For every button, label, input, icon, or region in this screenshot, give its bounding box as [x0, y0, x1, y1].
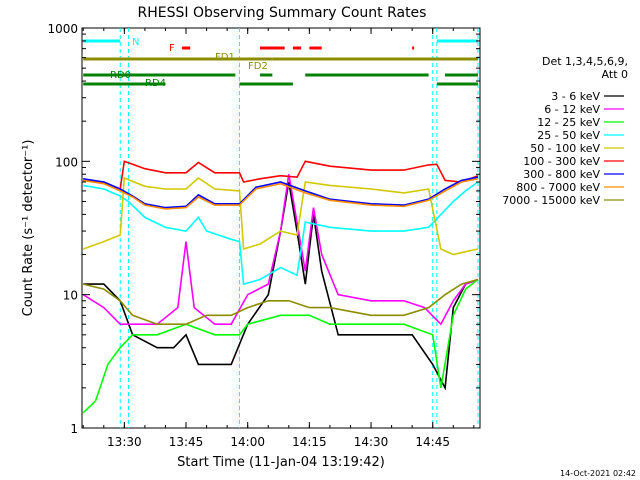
legend-entry-label: 50 - 100 keV: [530, 142, 600, 155]
chart-title: RHESSI Observing Summary Count Rates: [138, 5, 427, 21]
y-tick-label: 100: [55, 155, 78, 169]
x-axis: 13:30 13:45 14:00 14:15 14:30 14:45: [82, 28, 475, 449]
series-line-300-800-keV: [83, 176, 479, 209]
legend-entry-label: 7000 - 15000 keV: [502, 194, 600, 207]
series-line-12-25-keV: [82, 278, 479, 414]
series-line-6-12-keV: [82, 174, 479, 326]
annotation-label-rd0: RD0: [110, 70, 131, 81]
legend-entry-label: 25 - 50 keV: [537, 129, 600, 142]
annotation-label-f: F: [169, 43, 175, 54]
series-line-100-300-keV: [83, 160, 479, 191]
x-tick-label: 14:15: [292, 435, 327, 449]
series-line-3-6-keV: [83, 181, 479, 391]
y-tick-label: 1: [70, 422, 78, 436]
annotation-bars: [83, 39, 478, 86]
x-tick-label: 14:00: [230, 435, 265, 449]
x-tick-label: 13:45: [169, 435, 204, 449]
legend-entry-label: 12 - 25 keV: [537, 116, 600, 129]
x-axis-label: Start Time (11-Jan-04 13:19:42): [177, 455, 385, 470]
legend-entry-label: 6 - 12 keV: [544, 103, 600, 116]
y-tick-label: 1000: [47, 22, 78, 36]
annotation-labels: N F FD1 FD2 RD0 RD4: [110, 37, 268, 89]
legend-header-line: Att 0: [602, 68, 628, 81]
legend-entry-label: 800 - 7000 keV: [516, 181, 600, 194]
annotation-label-fd2: FD2: [248, 61, 268, 72]
series-line-50-100-keV: [82, 176, 479, 256]
legend-entry-label: 300 - 800 keV: [523, 168, 600, 181]
series-layer: [82, 160, 479, 414]
series-line-7000-15000-keV: [83, 278, 479, 326]
y-tick-label: 10: [63, 289, 78, 303]
y-axis-label: Count Rate (s⁻¹ detector⁻¹): [21, 140, 36, 317]
series-line-25-50-keV: [83, 181, 479, 286]
annotation-label-n: N: [132, 37, 139, 48]
legend-entry-label: 100 - 300 keV: [523, 155, 600, 168]
generation-timestamp: 14-Oct-2021 02:42: [560, 469, 636, 478]
annotation-label-fd1: FD1: [215, 52, 235, 63]
y-axis: 1 10 100 1000: [47, 22, 480, 436]
plot-frame: [81, 27, 481, 429]
legend-entry-label: 3 - 6 keV: [551, 90, 600, 103]
annotation-label-rd4: RD4: [145, 78, 166, 89]
x-tick-label: 13:30: [107, 435, 142, 449]
series-line-800-7000-keV: [83, 178, 479, 210]
x-tick-label: 14:45: [415, 435, 450, 449]
x-tick-label: 14:30: [354, 435, 389, 449]
legend-header-line: Det 1,3,4,5,6,9,: [542, 55, 628, 68]
